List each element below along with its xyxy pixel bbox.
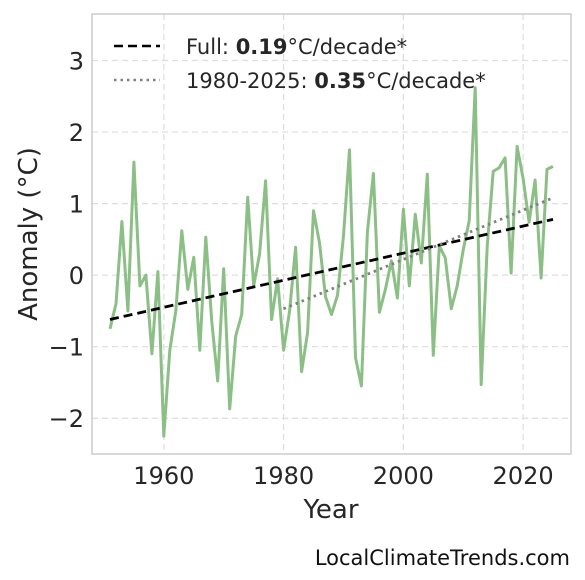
- legend: Full: 0.19°C/decade* 1980-2025: 0.35°C/d…: [114, 35, 486, 93]
- anomaly-series-line: [108, 86, 554, 438]
- x-tick-label: 2000: [373, 462, 434, 490]
- x-tick-label: 2020: [493, 462, 554, 490]
- data-layer: [108, 86, 554, 438]
- trend-line-1980-2025: [283, 196, 554, 311]
- y-tick-label: 2: [69, 119, 84, 147]
- y-tick-label: 0: [69, 262, 84, 290]
- x-tick-label: 1980: [253, 462, 314, 490]
- grid: [92, 14, 571, 454]
- legend-full-rate: 0.19: [236, 35, 288, 59]
- legend-label-full: Full: 0.19°C/decade*: [186, 35, 407, 59]
- legend-label-1980-2025: 1980-2025: 0.35°C/decade*: [186, 69, 486, 93]
- y-tick-label: 1: [69, 191, 84, 219]
- y-tick-label: 3: [69, 48, 84, 76]
- legend-1980-suffix: °C/decade*: [366, 69, 486, 93]
- legend-1980-rate: 0.35: [314, 69, 366, 93]
- trend-line-full: [109, 217, 554, 321]
- legend-1980-name: 1980-2025: [186, 69, 300, 93]
- legend-full-suffix: °C/decade*: [288, 35, 408, 59]
- x-tick-label: 1960: [133, 462, 194, 490]
- tick-labels: 1960 1980 2000 2020 −2 −1 0 1 2 3: [49, 48, 554, 490]
- y-tick-label: −2: [49, 405, 84, 433]
- x-axis-title: Year: [302, 495, 358, 525]
- credit-text: LocalClimateTrends.com: [314, 546, 570, 570]
- legend-full-name: Full: [186, 35, 222, 59]
- plot-frame: [91, 13, 572, 455]
- y-axis-title: Anomaly (°C): [14, 147, 44, 321]
- y-tick-label: −1: [49, 334, 84, 362]
